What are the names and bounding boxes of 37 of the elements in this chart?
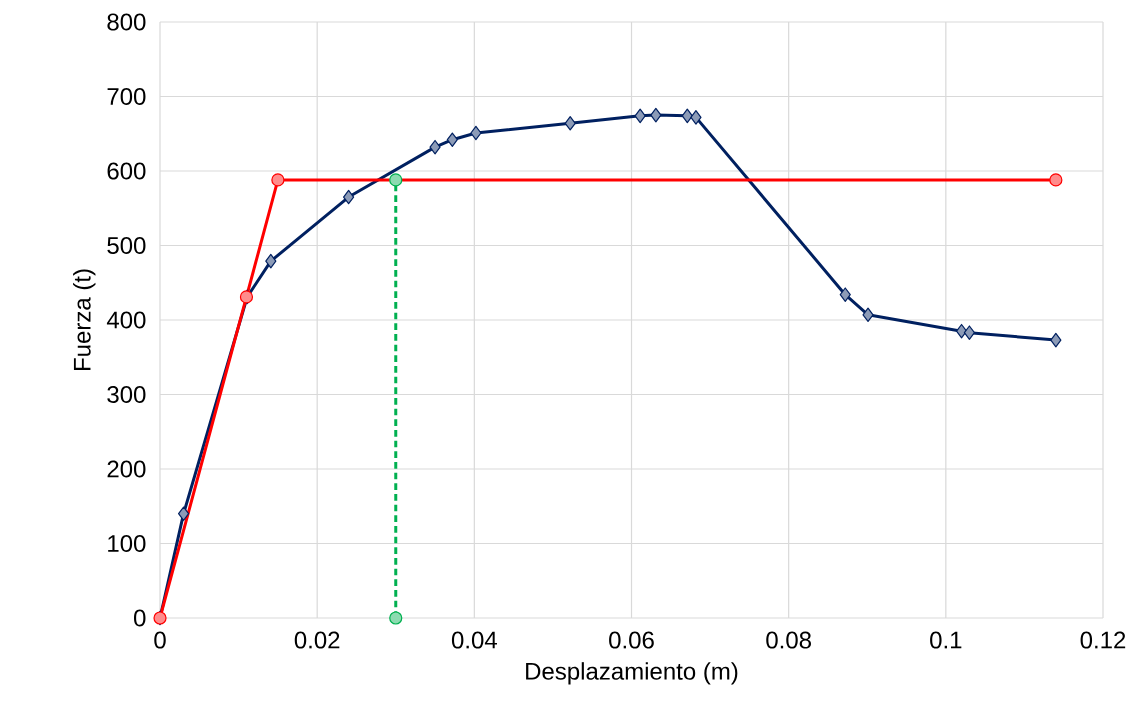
x-tick-label: 0.02 [294, 631, 340, 649]
y-tick-label: 300 [107, 385, 146, 403]
point [343, 189, 355, 205]
y-tick-label: 0 [134, 609, 146, 627]
point [265, 253, 277, 269]
y-tick-label: 700 [107, 87, 146, 105]
x-tick-label: 0.12 [1080, 631, 1126, 649]
point [564, 116, 576, 131]
point [634, 108, 646, 124]
point [862, 307, 874, 323]
point [271, 173, 285, 187]
point [389, 611, 403, 625]
point [446, 132, 458, 147]
point [963, 325, 976, 340]
y-tick-label: 800 [107, 13, 146, 31]
y-tick-label: 200 [107, 460, 146, 478]
x-tick-label: 0.04 [451, 631, 497, 649]
y-tick-label: 500 [107, 236, 146, 254]
point [1049, 173, 1063, 187]
point [177, 506, 190, 521]
x-axis-title: Desplazamiento (m) [526, 662, 738, 685]
point [470, 125, 482, 141]
x-tick-label: 0 [154, 631, 166, 649]
point [690, 110, 702, 125]
y-tick-label: 600 [107, 162, 146, 180]
x-tick-label: 0.08 [766, 631, 811, 649]
y-tick-label: 400 [106, 311, 146, 329]
point [1050, 332, 1062, 348]
point [429, 139, 441, 155]
y-tick-label: 100 [108, 534, 146, 552]
point [389, 173, 403, 187]
x-tick-label: 0.06 [609, 631, 654, 649]
point [839, 287, 851, 302]
y-axis-title: Fuerza (t) [73, 269, 96, 371]
point [681, 108, 693, 124]
point [650, 107, 662, 123]
x-tick-label: 0.1 [930, 631, 962, 649]
